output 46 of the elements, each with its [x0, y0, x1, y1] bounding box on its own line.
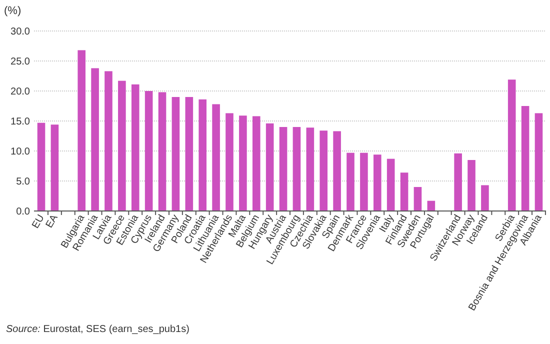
y-tick-label: 10.0	[10, 146, 30, 158]
bar	[104, 71, 112, 211]
x-tick-label: EU	[30, 213, 47, 231]
bar	[266, 123, 274, 211]
bar	[239, 116, 247, 211]
y-tick-label: 20.0	[10, 86, 30, 98]
bar	[198, 99, 207, 211]
bar	[454, 153, 462, 211]
source-note: Source: Eurostat, SES (earn_ses_pub1s)	[6, 324, 190, 335]
bar	[252, 116, 260, 211]
bar	[37, 122, 46, 211]
bar	[386, 158, 395, 211]
bar	[172, 97, 180, 211]
y-tick-label: 25.0	[10, 56, 30, 68]
bar	[508, 80, 516, 211]
bar	[521, 106, 530, 211]
bar	[131, 84, 140, 211]
bar	[333, 131, 341, 211]
bar	[212, 104, 220, 211]
bar	[226, 113, 234, 211]
bar	[360, 152, 368, 211]
y-tick-label: 15.0	[10, 116, 30, 128]
bar	[320, 130, 328, 211]
bar	[468, 160, 476, 211]
bar	[427, 200, 436, 211]
bar	[118, 80, 126, 211]
bar	[50, 124, 59, 211]
bar	[306, 128, 314, 211]
bar	[481, 185, 489, 211]
bar	[373, 154, 382, 211]
bar	[279, 127, 288, 211]
bar	[144, 91, 153, 211]
bar	[78, 50, 86, 211]
x-tick-label: EA	[44, 212, 60, 230]
y-axis-title: (%)	[4, 5, 22, 17]
bar	[185, 97, 194, 211]
bar	[292, 127, 301, 211]
bar	[400, 172, 408, 211]
bar	[158, 92, 166, 211]
y-tick-label: 5.0	[16, 176, 30, 188]
y-tick-label: 0.0	[16, 206, 30, 218]
bar	[91, 68, 99, 211]
bar	[534, 113, 543, 211]
bar	[346, 152, 354, 211]
bar	[414, 187, 422, 211]
y-tick-label: 30.0	[10, 26, 30, 38]
